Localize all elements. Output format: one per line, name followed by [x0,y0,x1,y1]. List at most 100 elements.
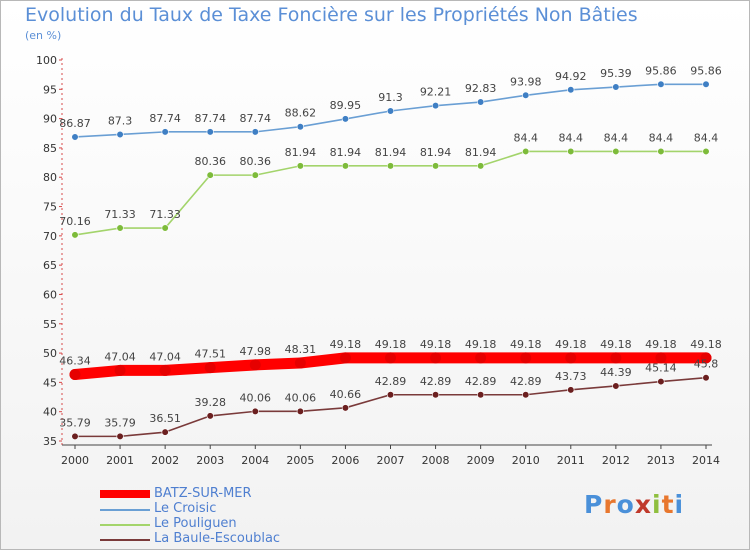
data-label: 81.94 [375,146,407,159]
data-point-batz-sur-mer [520,352,532,364]
data-point-le-croisic [477,98,485,106]
logo-letter: o [616,490,635,519]
data-point-le-pouliguen [702,147,710,156]
data-point-batz-sur-mer [385,352,396,364]
data-label: 88.62 [285,107,317,120]
data-label: 49.18 [330,338,362,351]
legend-label: La Baule-Escoublac [154,531,281,546]
data-point-batz-sur-mer [565,352,577,364]
data-point-le-pouliguen [612,147,620,156]
y-tick-label: 50 [43,347,57,360]
data-label: 47.04 [104,350,136,363]
data-point-la-baule-escoublac [251,407,259,415]
x-tick-label: 2012 [602,454,630,467]
data-point-batz-sur-mer [700,352,712,364]
y-tick-label: 85 [43,142,57,155]
data-label: 40.66 [330,388,362,401]
data-point-le-croisic [386,107,395,115]
data-label: 71.33 [104,208,136,221]
data-point-batz-sur-mer [610,352,622,364]
x-tick-label: 2000 [61,454,89,467]
data-point-le-pouliguen [251,171,259,179]
x-tick-label: 2009 [467,454,495,467]
data-point-la-baule-escoublac [522,391,530,399]
y-tick-label: 100 [36,54,57,67]
data-label: 42.89 [420,375,452,388]
unit-label: (en %) [25,29,62,42]
data-label: 48.31 [285,343,317,356]
data-point-la-baule-escoublac [341,404,350,412]
data-point-le-croisic [161,128,169,136]
data-point-la-baule-escoublac [206,412,214,420]
data-point-batz-sur-mer [475,352,487,364]
x-tick-label: 2011 [557,454,585,467]
data-label: 47.98 [240,345,272,358]
data-label: 47.04 [149,350,181,363]
data-point-la-baule-escoublac [657,377,665,386]
y-tick-label: 95 [43,83,57,96]
data-point-le-croisic [567,86,575,94]
y-tick-label: 35 [43,435,57,448]
data-label: 92.21 [420,86,452,99]
x-tick-label: 2007 [377,454,405,467]
data-point-batz-sur-mer [114,364,126,376]
logo-letter: r [603,490,617,519]
data-point-le-pouliguen [116,224,124,232]
data-point-batz-sur-mer [430,352,442,364]
logo-letter: P [584,490,604,519]
x-tick-label: 2004 [241,454,269,467]
data-point-la-baule-escoublac [702,374,710,382]
data-point-le-croisic [702,80,710,88]
data-point-la-baule-escoublac [116,432,124,440]
logo-letter: t [661,490,675,519]
y-tick-label: 65 [43,259,57,272]
data-label: 35.79 [104,416,136,429]
data-point-le-pouliguen [341,162,350,170]
data-label: 80.36 [240,155,272,168]
data-label: 39.28 [194,396,226,409]
data-point-le-croisic [612,83,620,91]
data-label: 44.39 [600,366,632,379]
data-label: 70.16 [59,215,91,228]
y-tick-label: 80 [43,171,57,184]
data-point-le-pouliguen [567,147,575,156]
data-label: 81.94 [420,146,452,159]
data-label: 43.73 [555,370,587,383]
data-label: 49.18 [420,338,452,351]
data-label: 42.89 [375,375,407,388]
data-point-le-pouliguen [477,162,485,170]
data-label: 49.18 [690,338,722,351]
legend-label: Le Pouliguen [154,516,237,531]
data-label: 94.92 [555,70,587,83]
data-point-le-pouliguen [386,162,395,170]
data-label: 84.4 [604,131,629,144]
proxiti-logo: Proxiti [584,490,684,519]
legend-label: Le Croisic [154,501,217,516]
data-point-la-baule-escoublac [296,407,304,415]
data-point-le-croisic [206,128,214,136]
x-tick-label: 2008 [422,454,450,467]
data-label: 86.87 [59,117,91,130]
data-point-le-croisic [296,123,304,131]
data-point-batz-sur-mer [69,369,81,381]
data-label: 47.51 [194,348,226,361]
data-label: 42.89 [510,375,542,388]
legend-swatch [100,524,150,526]
x-tick-label: 2014 [692,454,720,467]
data-label: 45.8 [694,358,719,371]
data-label: 45.14 [645,362,677,375]
x-tick-label: 2006 [331,454,359,467]
data-point-le-pouliguen [431,162,440,170]
y-tick-label: 75 [43,201,57,214]
y-tick-label: 60 [43,288,57,301]
data-label: 46.34 [59,355,91,368]
logo-letter: x [634,490,652,519]
data-label: 71.33 [149,208,181,221]
data-point-batz-sur-mer [159,364,171,376]
axes: 35 40 45 50 55 60 65 70 75 80 85 90 95 100 2000 2001 200… [36,54,720,467]
data-label: 89.95 [330,99,362,112]
x-tick-label: 2001 [106,454,134,467]
data-point-le-croisic [522,91,530,99]
